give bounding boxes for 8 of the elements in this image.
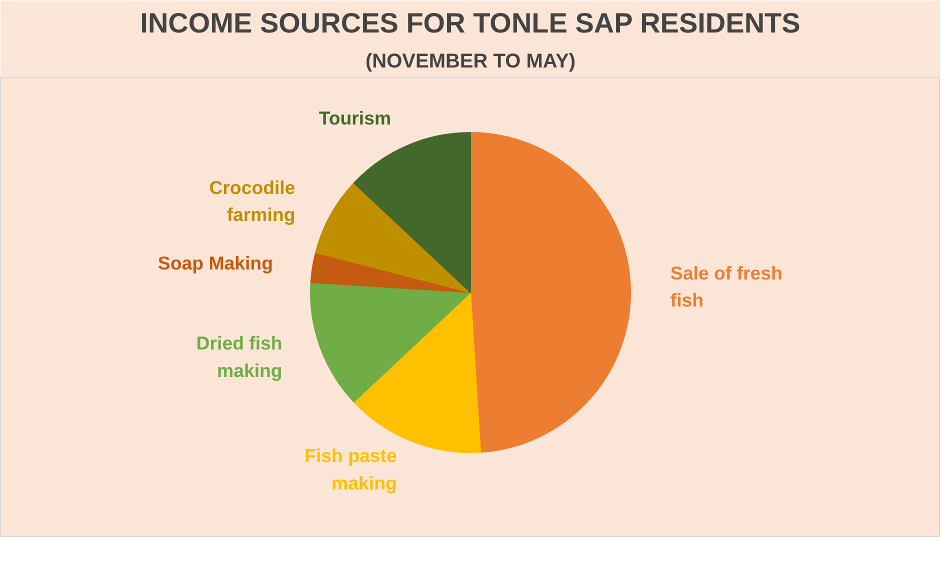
chart-title: INCOME SOURCES FOR TONLE SAP RESIDENTS xyxy=(140,8,800,38)
chart-subtitle: (NOVEMBER TO MAY) xyxy=(365,50,576,72)
slice-label: Crocodile farming xyxy=(209,176,296,226)
slice-label: Soap Making xyxy=(158,252,273,274)
slice-label: Tourism xyxy=(318,108,392,129)
slice-label: Dried fish making xyxy=(196,332,282,382)
slice-label: Sale of fresh fish xyxy=(670,262,782,311)
slice-label: Fish paste making xyxy=(304,445,397,494)
